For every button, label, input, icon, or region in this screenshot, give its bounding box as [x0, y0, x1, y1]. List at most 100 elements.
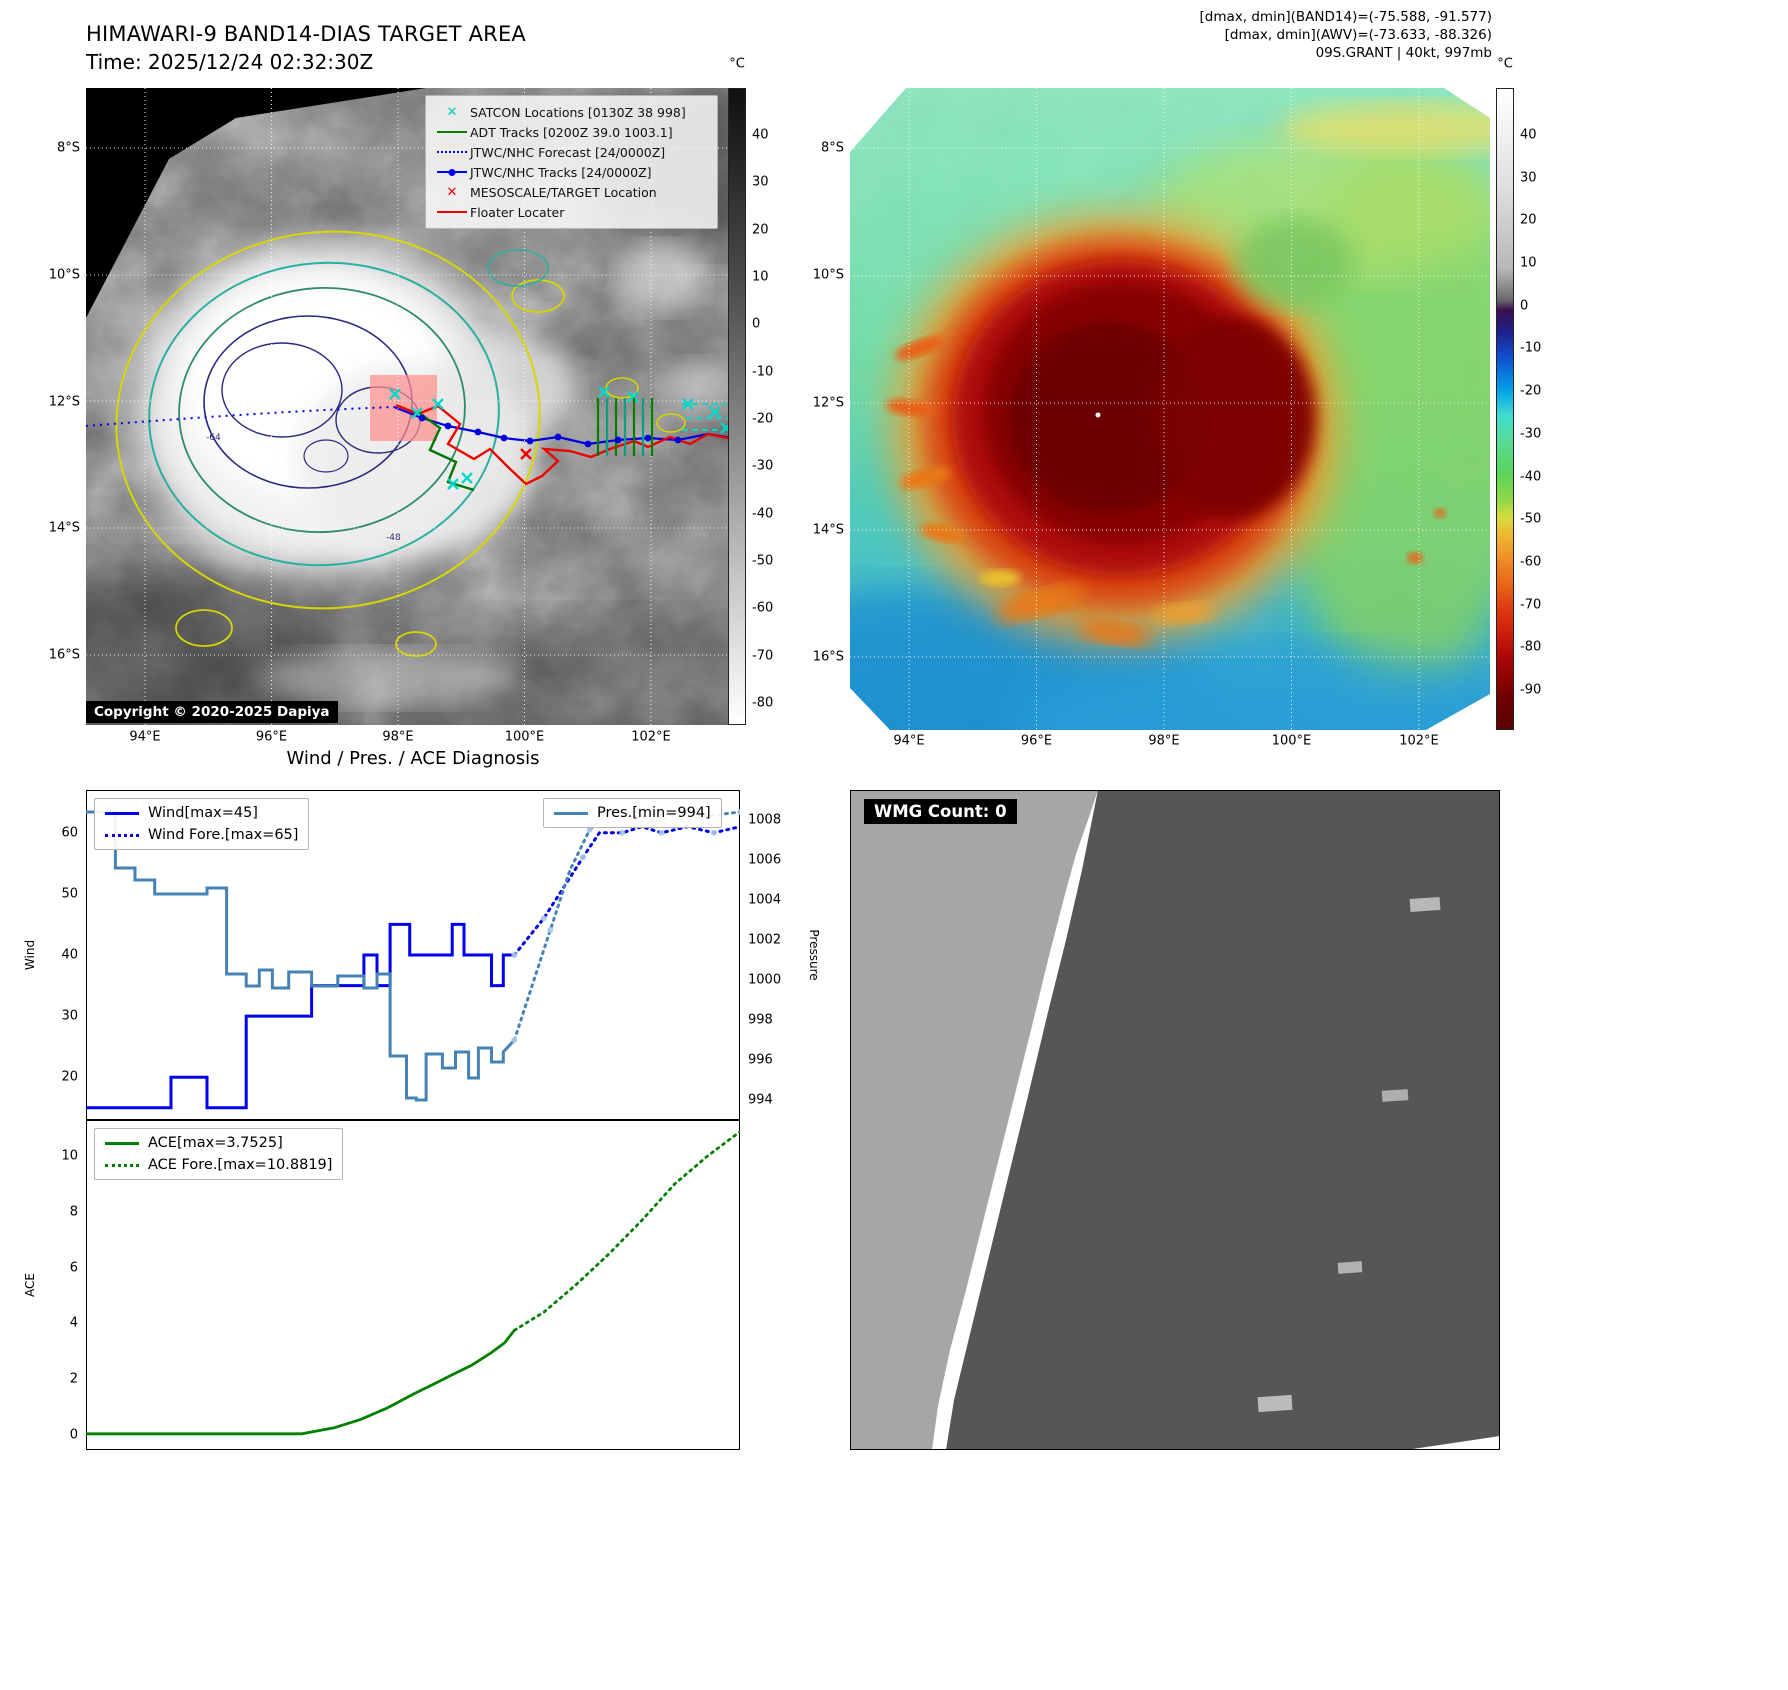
axis-tick-label: 40 [61, 947, 78, 963]
awv-colorbar [1496, 88, 1514, 730]
axis-tick-label: -20 [752, 411, 774, 427]
chart-legend-label: Pres.[min=994] [597, 805, 711, 821]
central-cloud-mass [136, 243, 731, 706]
axis-tick-label: 8 [69, 1204, 78, 1220]
cold-cloud-blob [886, 213, 1446, 645]
axis-tick-label: 6 [69, 1260, 78, 1276]
legend-item-label: JTWC/NHC Forecast [24/0000Z] [470, 144, 666, 160]
axis-tick-label: 0 [752, 316, 761, 332]
axis-tick-label: -50 [1520, 511, 1542, 527]
line-dot-marker-icon [434, 168, 470, 176]
legend-item-label: SATCON Locations [0130Z 38 998] [470, 104, 686, 120]
latlon-grid [850, 88, 1490, 730]
colorbar-unit: °C [729, 56, 745, 72]
legend-item: JTWC/NHC Tracks [24/0000Z] [434, 164, 709, 180]
axis-tick-label: -10 [752, 364, 774, 380]
axis-tick-label: 996 [748, 1052, 773, 1068]
awv-satellite-image [850, 88, 1490, 730]
axis-tick-label: 12°S [48, 394, 80, 409]
axis-tick-label: -30 [1520, 426, 1542, 442]
legend-item-label: ADT Tracks [0200Z 39.0 1003.1] [470, 124, 673, 140]
axis-tick-label: 10°S [48, 267, 80, 283]
wmg-count-label: WMG Count: 0 [864, 799, 1017, 824]
chart-legend-label: Wind[max=45] [148, 805, 258, 821]
axis-tick-label: -30 [752, 458, 774, 474]
series-Pres.[min=994] [86, 810, 516, 1102]
axis-tick-label: 16°S [48, 647, 80, 663]
dotted-line-marker-icon [105, 1163, 139, 1167]
legend-item-label: JTWC/NHC Tracks [24/0000Z] [470, 164, 652, 180]
axis-tick-label: 994 [748, 1092, 773, 1108]
axis-tick-label: -70 [752, 648, 774, 664]
axis-tick-label: 60 [61, 825, 78, 841]
axis-tick-label: -70 [1520, 597, 1542, 613]
axis-tick-label: 100°E [1271, 733, 1312, 749]
dotted-marker-icon [434, 151, 470, 153]
axis-tick-label: 30 [1520, 170, 1537, 186]
axis-tick-label: 96°E [255, 729, 288, 745]
wind-axis-label: Wind [23, 939, 37, 971]
axis-tick-label: 10 [1520, 255, 1537, 271]
axis-tick-label: 1000 [748, 972, 782, 988]
axis-tick-label: 98°E [1148, 733, 1180, 749]
axis-tick-label: 1004 [748, 892, 782, 908]
panel2-info: [dmax, dmin](BAND14)=(-75.588, -91.577) … [1200, 8, 1492, 62]
axis-tick-label: -10 [1520, 340, 1542, 356]
axis-tick-label: 10°S [812, 267, 844, 283]
axis-tick-label: -20 [1520, 383, 1542, 399]
axis-tick-label: 4 [69, 1315, 78, 1331]
axis-tick-label: 0 [1520, 298, 1529, 314]
map-legend: ✕ SATCON Locations [0130Z 38 998] ADT Trac… [425, 95, 718, 229]
chart-legend-item: Wind Fore.[max=65] [105, 827, 298, 843]
chart-legend-item: Pres.[min=994] [554, 805, 711, 821]
axis-tick-label: -90 [1520, 682, 1542, 698]
axis-tick-label: 998 [748, 1012, 773, 1028]
axis-tick-label: 1006 [748, 852, 782, 868]
chart-legend-item: Wind[max=45] [105, 805, 298, 821]
axis-tick-label: 30 [61, 1008, 78, 1024]
axis-tick-label: 96°E [1020, 733, 1053, 749]
legend-item-label: MESOSCALE/TARGET Location [470, 184, 657, 200]
pressure-axis-label: Pressure [807, 929, 821, 981]
chart-legend: Wind[max=45] Wind Fore.[max=65] [94, 798, 310, 850]
axis-tick-label: 8°S [820, 140, 844, 156]
storm-center-marker [1095, 412, 1101, 418]
line-marker-icon [105, 811, 139, 815]
line-marker-icon [434, 211, 470, 213]
axis-tick-label: -40 [1520, 469, 1542, 485]
chart-legend-item: ACE Fore.[max=10.8819] [105, 1157, 332, 1173]
diagnosis-title: Wind / Pres. / ACE Diagnosis [286, 748, 540, 769]
series-ACE Fore.[max=10.8819] [513, 1130, 740, 1332]
axis-tick-label: -50 [752, 553, 774, 569]
line-marker-icon [434, 131, 470, 133]
axis-tick-label: -60 [752, 600, 774, 616]
axis-tick-label: -60 [1520, 554, 1542, 570]
band14-colorbar [728, 88, 746, 725]
axis-tick-label: 14°S [48, 520, 80, 536]
axis-tick-label: 10 [752, 269, 769, 285]
contour-label: -48 [386, 533, 401, 543]
axis-tick-label: 40 [1520, 127, 1537, 143]
axis-tick-label: 10 [61, 1148, 78, 1164]
axis-tick-label: 40 [752, 127, 769, 143]
x-marker-icon: ✕ [446, 104, 458, 120]
chart-legend-item: ACE[max=3.7525] [105, 1135, 332, 1151]
legend-item: ✕ MESOSCALE/TARGET Location [434, 184, 709, 200]
series-ACE[max=3.7525] [86, 1329, 516, 1436]
axis-tick-label: 2 [69, 1371, 78, 1387]
axis-tick-label: 100°E [504, 729, 545, 745]
ace-axis-label: ACE [23, 1273, 37, 1297]
legend-item-label: Floater Locater [470, 204, 565, 220]
axis-tick-label: 94°E [893, 733, 925, 749]
chart-legend-label: ACE Fore.[max=10.8819] [148, 1157, 333, 1173]
axis-tick-label: 16°S [812, 649, 844, 665]
chart-legend-label: Wind Fore.[max=65] [148, 827, 299, 843]
light-gray-band [850, 790, 1098, 1450]
series-Wind[max=45] [86, 922, 515, 1110]
axis-tick-label: 30 [752, 174, 769, 190]
chart-legend-label: ACE[max=3.7525] [148, 1135, 283, 1151]
axis-tick-label: 20 [752, 222, 769, 238]
panel1-time: Time: 2025/12/24 02:32:30Z [86, 50, 374, 74]
axis-tick-label: 20 [1520, 212, 1537, 228]
axis-tick-label: 8°S [56, 140, 80, 156]
